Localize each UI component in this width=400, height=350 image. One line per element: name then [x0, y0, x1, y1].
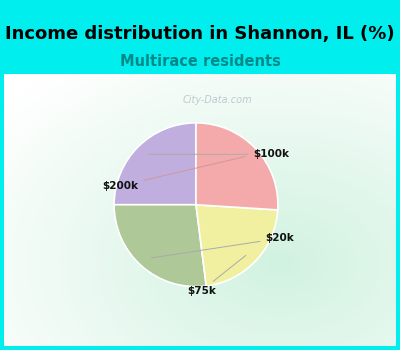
Text: $100k: $100k [148, 149, 290, 159]
Text: $20k: $20k [152, 233, 294, 258]
Text: $75k: $75k [187, 256, 246, 296]
Wedge shape [114, 123, 196, 205]
Text: $200k: $200k [102, 156, 245, 191]
Wedge shape [196, 123, 278, 210]
Wedge shape [114, 205, 206, 287]
Wedge shape [196, 205, 278, 286]
Text: Multirace residents: Multirace residents [120, 54, 280, 69]
Text: Income distribution in Shannon, IL (%): Income distribution in Shannon, IL (%) [5, 25, 395, 42]
Text: City-Data.com: City-Data.com [182, 95, 252, 105]
